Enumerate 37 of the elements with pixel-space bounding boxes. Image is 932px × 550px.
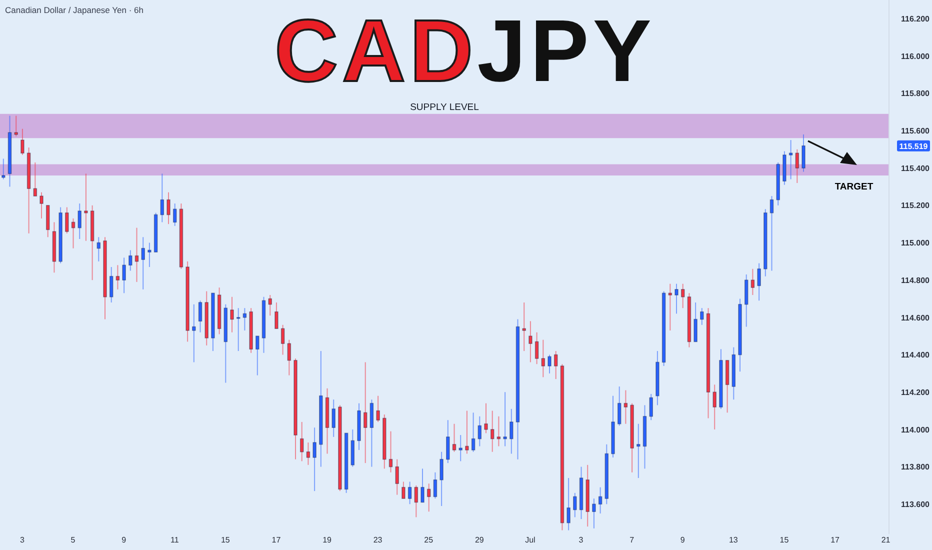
x-tick-label: 15: [220, 536, 230, 545]
y-tick-label: 114.800: [901, 276, 930, 285]
text: 115.519: [899, 142, 928, 151]
x-tick-label: 9: [122, 536, 127, 545]
y-tick-label: 114.000: [901, 425, 930, 434]
x-tick-label: 11: [170, 536, 180, 545]
x-tick-label: 5: [70, 536, 76, 545]
x-tick-label: 19: [322, 536, 332, 545]
x-tick-label: 23: [373, 536, 383, 545]
y-tick-label: 116.000: [901, 52, 930, 61]
x-tick-label: 3: [578, 536, 584, 545]
y-tick-label: 115.800: [901, 89, 930, 98]
x-tick-label: 3: [20, 536, 25, 545]
y-tick-label: 114.400: [901, 350, 930, 360]
x-tick-label: 21: [881, 536, 891, 545]
y-tick-label: 115.000: [901, 238, 930, 248]
x-tick-label: 15: [780, 536, 790, 545]
y-tick-label: 116.200: [901, 14, 930, 24]
x-tick-label: 9: [680, 536, 686, 545]
x-tick-label: 25: [424, 536, 434, 545]
y-tick-label: 115.400: [901, 164, 930, 173]
y-tick-label: 115.200: [901, 201, 930, 210]
x-tick-label: 7: [630, 536, 635, 545]
band-label: TARGET: [834, 182, 874, 193]
band-label: SUPPLY LEVEL: [410, 102, 479, 113]
y-tick-label: 114.600: [901, 313, 930, 322]
y-tick-label: 114.200: [901, 388, 930, 397]
x-tick-label: 17: [272, 536, 282, 545]
text: Canadian Dollar / Japanese Yen · 6h: [5, 5, 144, 15]
y-tick-label: 113.800: [901, 462, 930, 472]
x-tick-label: Jul: [525, 536, 536, 545]
chart-title: CADJPY: [274, 1, 656, 100]
y-tick-label: 113.600: [901, 500, 930, 509]
x-tick-label: 29: [474, 536, 484, 545]
y-tick-label: 115.600: [901, 126, 930, 136]
x-tick-label: 13: [728, 536, 738, 545]
x-tick-label: 17: [830, 536, 840, 545]
